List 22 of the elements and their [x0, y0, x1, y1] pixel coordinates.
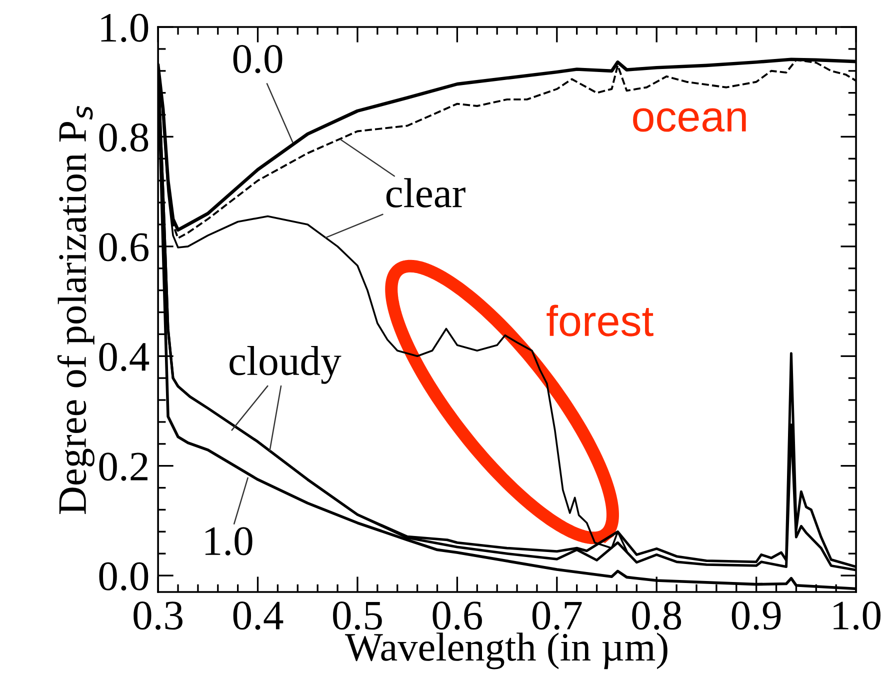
x-tick-label: 0.6 [432, 602, 482, 630]
y-tick-label: 0.2 [99, 452, 148, 481]
x-tick-label: 0.9 [732, 602, 781, 630]
x-tick-label: 0.5 [333, 602, 382, 630]
annotation: 0.0 [233, 44, 282, 74]
x-tick-label: 0.4 [233, 602, 284, 630]
y-tick-label: 1.0 [101, 14, 148, 42]
y-tick-label: 0.8 [99, 123, 148, 152]
annotation: 1.0 [205, 527, 252, 556]
y-axis-title: Degree of polarization P$_{s}$ [57, 106, 94, 514]
y-tick-label: 0.6 [99, 233, 148, 262]
annotation: clear [386, 178, 466, 208]
annotation: ocean [633, 108, 746, 132]
x-tick-label: 0.7 [532, 602, 582, 630]
x-tick-label: 0.8 [632, 602, 682, 630]
x-tick-label: 1.0 [834, 602, 880, 630]
y-tick-label: 0.4 [99, 342, 150, 372]
annotation: cloudy [230, 346, 342, 384]
x-tick-label: 0.3 [134, 602, 182, 630]
y-tick-label: 0.0 [99, 562, 148, 591]
x-axis-title: Wavelength (in µm) [344, 632, 668, 670]
annotation: forest [546, 304, 654, 336]
